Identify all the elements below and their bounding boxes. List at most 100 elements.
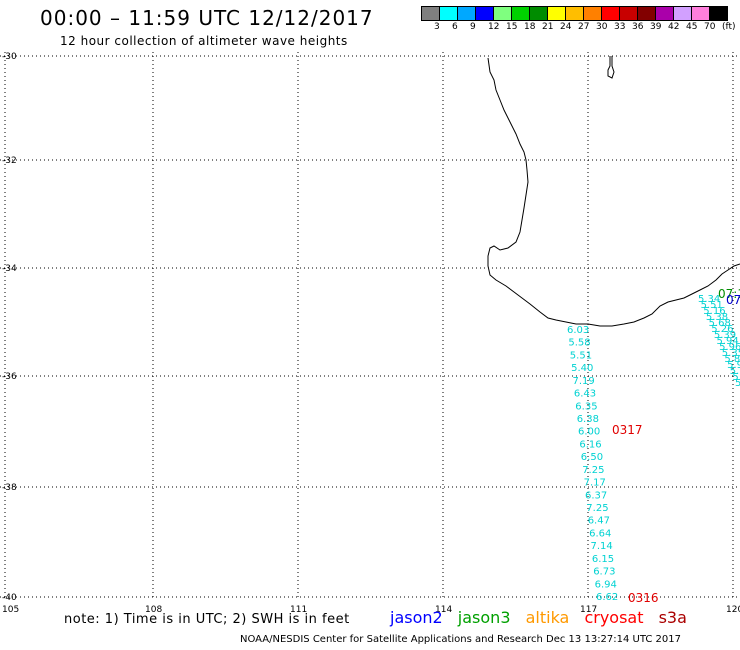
wave-height-label: 7.25	[582, 465, 604, 476]
longitude-label: 117	[580, 605, 597, 615]
graticule	[0, 52, 740, 598]
color-cell	[475, 6, 494, 21]
wave-height-label: 7.14	[591, 541, 613, 552]
color-scale-label: 24	[560, 22, 572, 32]
longitude-label: 111	[290, 605, 307, 615]
color-cell	[709, 6, 728, 21]
longitude-labels: 105 108 111 114 117 120	[2, 605, 740, 615]
color-cell	[547, 6, 566, 21]
island	[607, 56, 615, 79]
color-scale-label: 12	[488, 22, 500, 32]
color-cell	[421, 6, 440, 21]
wave-height-label: 6.03	[567, 325, 589, 336]
color-cell	[493, 6, 512, 21]
page-title: 00:00 – 11:59 UTC 12/12/2017	[40, 6, 374, 30]
wave-height-label: 5.91	[727, 360, 740, 371]
wave-height-label: 5.80	[732, 372, 740, 383]
color-scale-label: 45	[686, 22, 698, 32]
legend-jason2: jason2	[390, 608, 443, 627]
wave-height-label: 6.73	[593, 567, 615, 578]
color-cell	[691, 6, 710, 21]
track-east: 5.345.515.165.385.685.265.395.945.965.3 5…	[698, 294, 740, 389]
latitude-label: -36	[2, 372, 17, 382]
legend-jason3: jason3	[457, 608, 511, 627]
latitude-label: -34	[2, 264, 17, 274]
wave-height-label: 5.68	[709, 318, 731, 329]
color-scale-labels: 3 6 9 12 15 18 21 24 27 30 33 36 39 42 45 70 (ft)	[422, 22, 740, 34]
wave-height-label: 5.58	[568, 338, 590, 349]
color-scale-label: 3	[434, 22, 440, 32]
legend-s3a: s3a	[658, 608, 687, 627]
color-scale-label: 42	[668, 22, 680, 32]
wave-height-label: 6.64	[589, 528, 611, 539]
wave-height-label: 5.96	[719, 342, 740, 353]
color-scale-label: 27	[578, 22, 590, 32]
wave-height-label: 5.34	[698, 294, 720, 305]
latitude-label: -30	[2, 52, 17, 62]
longitude-label: 105	[2, 605, 19, 615]
wave-height-label: 5.40	[571, 363, 593, 374]
latitude-label: -38	[2, 483, 17, 493]
color-cell	[655, 6, 674, 21]
wave-height-label: 6.50	[581, 452, 603, 463]
wave-height-label: 5.26	[711, 324, 733, 335]
color-cell	[529, 6, 548, 21]
color-cell	[583, 6, 602, 21]
color-cell	[601, 6, 620, 21]
color-cell	[565, 6, 584, 21]
wave-height-label: 6.47	[588, 516, 610, 527]
footer-note: note: 1) Time is in UTC; 2) SWH is in fe…	[64, 612, 350, 627]
color-scale-label: 9	[470, 22, 476, 32]
wave-height-label: 7.17	[584, 478, 606, 489]
wave-height-label: 6.62	[596, 592, 618, 603]
wave-height-label: 7.25	[586, 503, 608, 514]
color-cell	[673, 6, 692, 21]
legend-altika: altika	[525, 608, 570, 627]
time-label-jason2: 07	[726, 293, 740, 307]
color-cell	[511, 6, 530, 21]
coastline	[487, 57, 740, 327]
color-scale-label: 70	[704, 22, 716, 32]
color-scale-bar	[421, 6, 728, 21]
wave-height-label: 5.94	[717, 336, 739, 347]
color-cell	[439, 6, 458, 21]
page-subtitle: 12 hour collection of altimeter wave hei…	[60, 34, 348, 48]
wave-height-label: 5.51	[570, 350, 592, 361]
wave-height-label: 6.94	[595, 579, 617, 590]
color-scale-label: 6	[452, 22, 458, 32]
wave-height-label: 5.72	[730, 366, 740, 377]
wave-height-label: 5.51	[701, 300, 723, 311]
color-scale-label: 36	[632, 22, 644, 32]
color-scale-label: 30	[596, 22, 608, 32]
wave-height-label: 5.35	[722, 348, 740, 359]
track-main: 6.03 5.585.51 5.40 7.19 6.436.35 6.38 6.006.16…	[567, 325, 618, 603]
latitude-label: -32	[2, 156, 17, 166]
color-cell	[637, 6, 656, 21]
wave-height-label: 6.15	[592, 554, 614, 565]
wave-height-label: 5.88	[724, 354, 740, 365]
time-label-0316: 0316	[628, 591, 659, 605]
wave-height-label: 5.39	[714, 330, 736, 341]
color-scale-label: 18	[524, 22, 536, 32]
wave-height-label: 6.16	[579, 439, 601, 450]
longitude-label: 114	[435, 605, 452, 615]
wave-height-label: 6.35	[575, 401, 597, 412]
credit-line: NOAA/NESDIS Center for Satellite Applica…	[240, 634, 682, 645]
color-scale-label: 15	[506, 22, 518, 32]
wave-height-label: 6.38	[577, 414, 599, 425]
wave-height-label: 5.16	[703, 306, 725, 317]
color-scale-label: 21	[542, 22, 554, 32]
color-scale-label: (ft)	[722, 22, 736, 32]
wave-height-label: 5.38	[706, 312, 728, 323]
satellite-legend: jason2 jason3 altika cryosat s3a	[390, 608, 697, 627]
color-cell	[619, 6, 638, 21]
wave-height-label: 6.00	[578, 427, 600, 438]
wave-height-label: 6.43	[574, 389, 596, 400]
latitude-labels: -30 -32 -34 -36 -38 -40	[2, 52, 17, 603]
color-scale-label: 39	[650, 22, 662, 32]
latitude-label: -40	[2, 593, 17, 603]
legend-cryosat: cryosat	[584, 608, 644, 627]
longitude-label: 120	[726, 605, 740, 615]
time-label-jason3: 07:1	[718, 287, 740, 301]
